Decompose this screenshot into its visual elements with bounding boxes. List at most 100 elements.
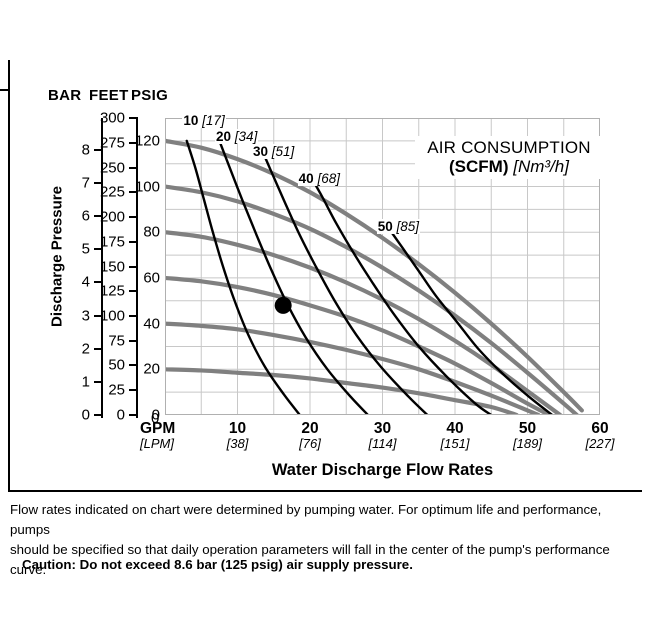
performance-curve <box>218 139 370 415</box>
x-tick-gpm: 60 <box>591 420 609 437</box>
performance-curve <box>387 226 554 415</box>
bar-tick-label: 0 <box>81 406 90 424</box>
feet-tick-label: 125 <box>99 282 125 300</box>
feet-tick <box>129 117 138 119</box>
x-tick-label: 10 [38] <box>203 420 273 452</box>
legend-title-line1: AIR CONSUMPTION <box>427 138 591 157</box>
x-axis-unit-secondary: [LPM] <box>140 436 174 452</box>
curve-label-30-scfm: 30 [51] <box>252 144 296 160</box>
feet-scale-header: FEET <box>89 87 129 104</box>
curve-label-nm3h: [34] <box>231 129 258 145</box>
feet-tick-label: 75 <box>108 332 125 350</box>
air-consumption-legend: AIR CONSUMPTION (SCFM) [Nm³/h] <box>415 136 603 180</box>
curve-label-scfm: 10 <box>183 113 199 129</box>
feet-tick-label: 25 <box>108 381 125 399</box>
x-tick-lpm: [38] <box>226 436 249 452</box>
air-consumption-curve <box>165 321 541 415</box>
bar-scale-header: BAR <box>48 87 82 104</box>
feet-tick-label: 275 <box>99 134 125 152</box>
x-axis-title: Water Discharge Flow Rates <box>271 461 494 479</box>
plot-border <box>165 118 600 415</box>
curve-label-20-scfm: 20 [34] <box>215 129 259 145</box>
psig-tick-label: 120 <box>134 132 160 150</box>
x-tick-lpm: [76] <box>299 436 321 452</box>
legend-title-line2: (SCFM) [Nm³/h] <box>415 157 603 176</box>
psig-tick-label: 100 <box>134 178 160 196</box>
bar-axis-line <box>101 118 103 418</box>
x-tick-label: 60 [227] <box>565 420 635 452</box>
x-tick-lpm: [189] <box>513 436 542 452</box>
feet-tick-label: 150 <box>99 258 125 275</box>
feet-tick <box>129 389 138 392</box>
feet-tick-label: 50 <box>108 356 125 374</box>
chart-svg <box>165 118 600 415</box>
air-consumption-curve <box>165 275 552 415</box>
air-consumption-curves <box>165 138 584 415</box>
performance-curves <box>185 139 554 415</box>
curve-label-50-scfm: 50 [85] <box>376 218 420 234</box>
feet-tick-label: 0 <box>116 406 125 424</box>
curve-label-nm3h: [85] <box>392 218 419 234</box>
bar-tick <box>94 148 103 151</box>
feet-tick <box>129 339 138 342</box>
feet-tick-label: 175 <box>99 233 125 251</box>
psig-tick-label: 0 <box>151 406 160 424</box>
footer-note-line1: Flow rates indicated on chart were deter… <box>10 502 602 537</box>
feet-tick-label: 250 <box>99 159 125 177</box>
feet-tick <box>129 414 138 416</box>
feet-scale: 300 275 250 225 200 175 150 125 100 75 50 25 0 <box>98 111 138 423</box>
feet-tick <box>129 191 138 194</box>
operating-point-marker[interactable] <box>274 296 292 314</box>
x-axis-unit-label: GPM [LPM] <box>140 420 175 452</box>
bar-tick <box>94 380 103 383</box>
operating-point-dot[interactable] <box>274 296 292 314</box>
curve-label-scfm: 40 <box>298 170 314 186</box>
feet-tick <box>129 240 138 243</box>
page-frame-left-rule <box>8 60 10 492</box>
feet-tick <box>129 141 138 144</box>
curve-label-nm3h: [17] <box>198 113 225 129</box>
x-tick-label: 40 [151] <box>420 420 490 452</box>
chart-plot-area <box>165 118 600 415</box>
footer-note: Flow rates indicated on chart were deter… <box>10 500 642 580</box>
bar-tick-label: 5 <box>81 240 90 258</box>
x-tick-label: 20 [76] <box>275 420 345 452</box>
feet-tick <box>129 364 138 367</box>
bar-tick-label: 7 <box>81 174 90 192</box>
x-tick-lpm: [151] <box>440 436 470 452</box>
performance-curve <box>307 171 493 415</box>
bar-tick <box>94 281 103 284</box>
curve-label-scfm: 30 <box>253 144 269 160</box>
bar-tick-label: 1 <box>81 373 90 391</box>
psig-scale-header: PSIG <box>131 87 169 104</box>
curve-label-10-scfm: 10 [17] <box>182 113 226 129</box>
curve-label-nm3h: [51] <box>268 144 295 160</box>
feet-tick-label: 300 <box>99 109 125 127</box>
x-tick-gpm: 20 <box>301 420 319 437</box>
bar-scale: 8 7 6 5 4 3 2 1 0 <box>55 118 103 423</box>
x-tick-lpm: [114] <box>368 436 397 452</box>
curve-label-40-scfm: 40 [68] <box>297 170 341 186</box>
x-tick-gpm: 40 <box>446 420 464 437</box>
performance-curve <box>185 139 302 415</box>
feet-tick <box>129 265 138 268</box>
psig-tick-label: 60 <box>143 269 160 287</box>
bar-tick-label: 4 <box>81 273 90 291</box>
x-tick-label: 50 [189] <box>493 420 563 452</box>
footer-caution: Caution: Do not exceed 8.6 bar (125 psig… <box>22 557 413 572</box>
bar-tick-label: 8 <box>81 141 90 159</box>
page-frame-bottom-rule <box>8 490 642 492</box>
curve-label-nm3h: [68] <box>313 170 340 186</box>
feet-tick-label: 225 <box>99 183 125 201</box>
legend-units-scfm: (SCFM) <box>449 157 509 177</box>
x-tick-label: 30 [114] <box>348 420 418 452</box>
legend-units-nm3h: [Nm³/h] <box>513 157 569 177</box>
feet-tick <box>129 290 138 293</box>
psig-scale: 120 100 80 60 40 20 0 <box>134 118 164 422</box>
psig-tick-label: 80 <box>143 223 160 241</box>
page-frame-left-tick <box>0 89 10 91</box>
bar-tick <box>94 314 103 317</box>
feet-tick-label: 100 <box>99 307 125 325</box>
air-consumption-curve <box>165 184 579 415</box>
bar-tick-label: 6 <box>81 207 90 225</box>
